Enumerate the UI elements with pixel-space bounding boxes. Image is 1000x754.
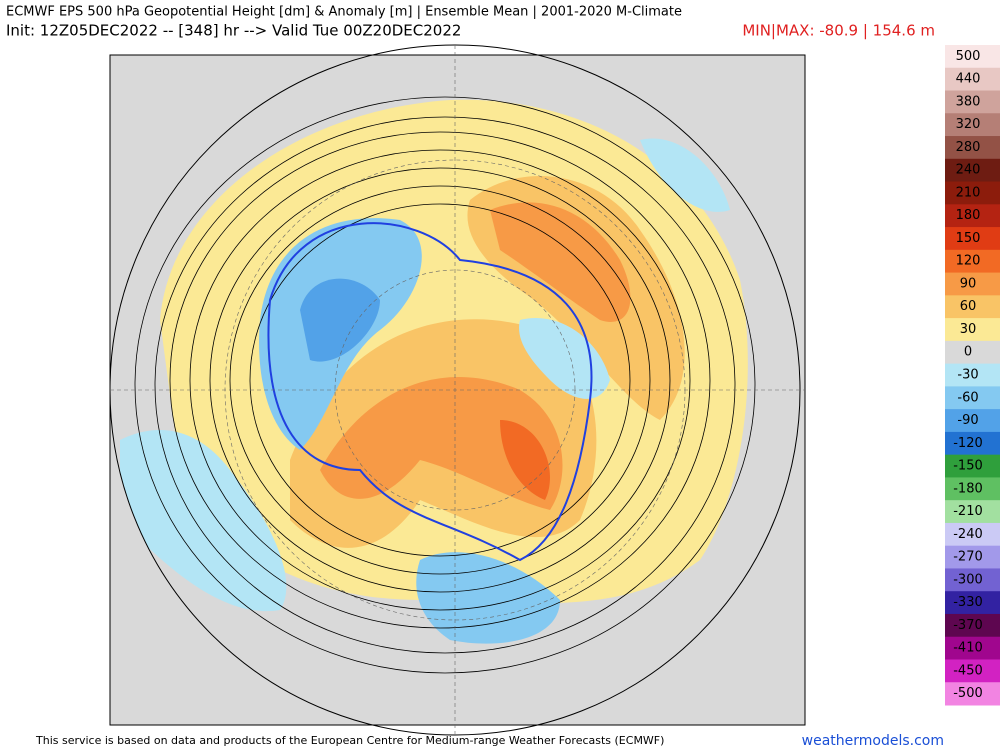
anomaly-negative: [640, 138, 730, 212]
colorbar-label: -270: [953, 550, 983, 565]
colorbar-swatch: [945, 568, 1000, 592]
colorbar-swatch: [945, 181, 1000, 205]
colorbar-label: -330: [953, 595, 983, 610]
min-max: MIN|MAX: -80.9 | 154.6 m: [742, 22, 935, 40]
anomaly-negative: [120, 430, 287, 612]
colorbar-label: 60: [960, 299, 977, 314]
colorbar-label: 150: [956, 231, 981, 246]
colorbar-swatch: [945, 431, 1000, 456]
colorbar-label: -500: [953, 686, 983, 701]
colorbar-swatch: [945, 295, 1000, 319]
colorbar-label: -300: [953, 572, 983, 587]
colorbar-swatch: [945, 272, 1000, 296]
colorbar-label: -210: [953, 504, 983, 519]
anomaly-negative: [300, 278, 380, 362]
colorbar: 500 440 380 320 280 240 210 180 150 120 90 60 30 0 -30…: [945, 45, 1000, 706]
anomaly-positive: [500, 420, 550, 500]
colorbar-swatch: [945, 45, 1000, 69]
colorbar-swatch: [945, 249, 1000, 274]
colorbar-swatch: [945, 591, 1000, 615]
colorbar-swatch: [945, 90, 1000, 114]
colorbar-swatch: [945, 227, 1000, 251]
colorbar-label: 90: [960, 276, 977, 291]
colorbar-swatch: [945, 136, 1000, 160]
colorbar-label: -180: [953, 481, 983, 496]
colorbar-swatch: [945, 409, 1000, 433]
colorbar-label: 440: [956, 72, 981, 87]
credit: This service is based on data and produc…: [35, 734, 664, 747]
colorbar-swatch: [945, 158, 1000, 183]
anomaly-positive: [490, 202, 631, 322]
colorbar-swatch: [945, 318, 1000, 342]
colorbar-label: -410: [953, 641, 983, 656]
colorbar-swatch: [945, 386, 1000, 410]
colorbar-swatch: [945, 113, 1000, 137]
colorbar-label: 30: [960, 322, 977, 337]
colorbar-swatch: [945, 500, 1000, 524]
colorbar-swatch: [945, 67, 1000, 92]
colorbar-label: 180: [956, 208, 981, 223]
colorbar-label: -60: [957, 390, 978, 405]
anomaly-positive: [320, 376, 563, 510]
colorbar-label: 500: [956, 49, 981, 64]
colorbar-label: -370: [953, 618, 983, 633]
colorbar-swatch: [945, 363, 1000, 387]
colorbar-label: -450: [953, 663, 983, 678]
colorbar-swatch: [945, 545, 1000, 569]
colorbar-label: -30: [957, 368, 978, 383]
colorbar-swatch: [945, 636, 1000, 660]
colorbar-label: 120: [956, 254, 981, 269]
colorbar-label: 240: [956, 163, 981, 178]
colorbar-swatch: [945, 613, 1000, 638]
colorbar-swatch: [945, 522, 1000, 547]
colorbar-swatch: [945, 659, 1000, 683]
colorbar-label: 380: [956, 94, 981, 109]
colorbar-label: 280: [956, 140, 981, 155]
colorbar-swatch: [945, 454, 1000, 478]
colorbar-swatch: [945, 682, 1000, 706]
anomaly-negative: [416, 552, 560, 644]
colorbar-label: 320: [956, 117, 981, 132]
anomaly-negative: [519, 318, 610, 399]
title: ECMWF EPS 500 hPa Geopotential Height [d…: [6, 5, 682, 20]
colorbar-label: -120: [953, 436, 983, 451]
colorbar-label: 0: [964, 345, 972, 360]
map: [109, 44, 806, 736]
colorbar-label: -150: [953, 459, 983, 474]
colorbar-swatch: [945, 340, 1000, 365]
colorbar-swatch: [945, 204, 1000, 228]
colorbar-label: -240: [953, 527, 983, 542]
subtitle: Init: 12Z05DEC2022 -- [348] hr --> Valid…: [6, 22, 461, 40]
site-link[interactable]: weathermodels.com: [802, 733, 944, 749]
colorbar-label: -90: [957, 413, 978, 428]
colorbar-swatch: [945, 477, 1000, 501]
graticule: [110, 45, 805, 735]
colorbar-label: 210: [956, 185, 981, 200]
